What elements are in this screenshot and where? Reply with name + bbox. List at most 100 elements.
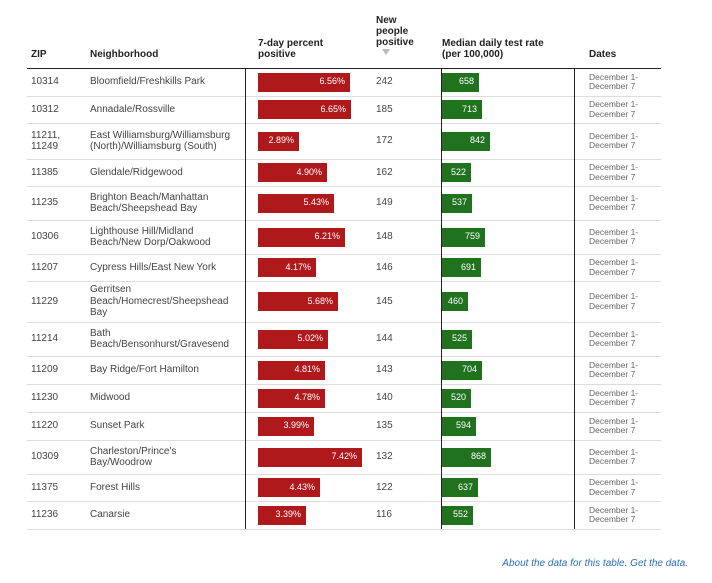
test-rate-bar: 552 (442, 505, 473, 525)
pct-positive-bar: 3.39% (258, 505, 306, 525)
test-rate-bar: 713 (442, 100, 482, 119)
column-divider (441, 474, 442, 501)
new-positive-cell: 146 (376, 261, 393, 273)
neighborhood-cell: Bath Beach/Bensonhurst/Gravesend (90, 327, 229, 351)
column-divider (245, 322, 246, 356)
header-new-positive[interactable]: New people positive (376, 15, 414, 48)
table-row: 11375 Forest Hills 4.43% 122 637 December 1- … (27, 474, 661, 502)
header-pct-positive[interactable]: 7-day percent positive (258, 38, 323, 60)
pct-positive-cell: 5.68% (258, 281, 374, 322)
test-rate-bar: 691 (442, 258, 481, 277)
test-rate-bar: 525 (442, 329, 472, 349)
test-rate-cell: 868 (442, 440, 572, 474)
dates-cell: December 1- December 7 (589, 162, 639, 182)
pct-positive-label: 3.99% (283, 420, 309, 431)
column-divider (574, 356, 575, 384)
about-data-link[interactable]: About the data for this table. (502, 558, 628, 569)
zip-cell: 11235 (31, 197, 59, 209)
zip-cell: 11375 (31, 481, 59, 493)
column-divider (441, 501, 442, 529)
header-dates[interactable]: Dates (589, 49, 617, 60)
column-divider (245, 220, 246, 254)
neighborhood-cell: Cypress Hills/East New York (90, 261, 217, 273)
neighborhood-cell: East Williamsburg/Williamsburg (North)/W… (90, 129, 231, 153)
pct-positive-label: 5.43% (303, 197, 329, 208)
pct-positive-cell: 3.39% (258, 501, 374, 529)
dates-cell: December 1- December 7 (589, 71, 639, 91)
table-row: 10312 Annadale/Rossville 6.65% 185 713 Decemb… (27, 96, 661, 124)
test-rate-cell: 537 (442, 186, 572, 220)
table-row: 11214 Bath Beach/Bensonhurst/Gravesend 5.0… (27, 322, 661, 357)
pct-positive-label: 6.65% (320, 103, 346, 114)
dates-cell: December 1- December 7 (589, 99, 639, 119)
test-rate-label: 842 (469, 135, 485, 146)
new-positive-cell: 144 (376, 333, 393, 345)
test-rate-cell: 460 (442, 281, 572, 322)
column-divider (441, 281, 442, 322)
pct-positive-bar: 2.89% (258, 131, 299, 151)
test-rate-bar: 704 (442, 360, 482, 380)
header-pct-line2: positive (258, 49, 296, 60)
pct-positive-bar: 4.90% (258, 163, 327, 182)
test-rate-label: 658 (458, 76, 474, 87)
new-positive-cell: 148 (376, 231, 393, 243)
pct-positive-label: 7.42% (331, 451, 357, 462)
test-rate-label: 713 (461, 103, 477, 114)
pct-positive-bar: 5.68% (258, 292, 338, 311)
header-new-line1: New (376, 15, 397, 26)
column-divider (441, 412, 442, 440)
test-rate-cell: 658 (442, 68, 572, 96)
table-row: 11235 Brighton Beach/Manhattan Beach/Shee… (27, 186, 661, 221)
new-positive-cell: 149 (376, 197, 393, 209)
column-divider (441, 440, 442, 474)
header-neighborhood[interactable]: Neighborhood (90, 49, 159, 60)
header-zip[interactable]: ZIP (31, 49, 47, 60)
pct-positive-bar: 7.42% (258, 447, 362, 467)
pct-positive-cell: 2.89% (258, 123, 374, 159)
pct-positive-cell: 6.65% (258, 96, 374, 123)
test-rate-cell: 594 (442, 412, 572, 440)
column-divider (245, 384, 246, 412)
neighborhood-cell: Brighton Beach/Manhattan Beach/Sheepshea… (90, 191, 209, 215)
table-footer: About the data for this table. Get the d… (502, 558, 688, 569)
new-positive-cell: 162 (376, 166, 393, 178)
column-divider (441, 356, 442, 384)
test-rate-label: 460 (447, 295, 463, 306)
header-new-line2: people (376, 26, 409, 37)
column-divider (245, 186, 246, 220)
pct-positive-label: 4.43% (289, 481, 315, 492)
test-rate-bar: 537 (442, 193, 472, 213)
column-divider (245, 501, 246, 529)
dates-cell: December 1- December 7 (589, 257, 639, 277)
pct-positive-cell: 4.78% (258, 384, 374, 412)
header-pct-line1: 7-day percent (258, 38, 324, 49)
test-rate-bar: 520 (442, 388, 471, 408)
zip-cell: 11236 (31, 509, 59, 521)
neighborhood-cell: Gerritsen Beach/Homecrest/Sheepshead Bay (90, 284, 229, 319)
test-rate-label: 594 (455, 420, 471, 431)
column-divider (441, 68, 442, 96)
zip-cell: 10306 (31, 231, 59, 243)
table-row: 11207 Cypress Hills/East New York 4.17% 146… (27, 254, 661, 282)
column-divider (574, 96, 575, 123)
zip-cell: 11230 (31, 392, 59, 404)
neighborhood-cell: Midwood (90, 392, 131, 404)
column-divider (245, 159, 246, 186)
pct-positive-label: 5.68% (307, 295, 333, 306)
pct-positive-bar: 3.99% (258, 416, 314, 436)
new-positive-cell: 242 (376, 76, 393, 88)
header-rate-line1: Median daily test rate (442, 38, 544, 49)
pct-positive-bar: 5.02% (258, 329, 328, 349)
header-test-rate[interactable]: Median daily test rate (per 100,000) (442, 38, 544, 60)
test-rate-bar: 759 (442, 227, 485, 247)
table-row: 11220 Sunset Park 3.99% 135 594 December 1- D… (27, 412, 661, 441)
column-divider (574, 254, 575, 281)
dates-cell: December 1- December 7 (589, 130, 639, 150)
sort-descending-icon[interactable] (382, 49, 390, 55)
pct-positive-label: 4.81% (294, 364, 320, 375)
test-rate-bar: 658 (442, 72, 479, 92)
pct-positive-label: 2.89% (268, 135, 294, 146)
new-positive-cell: 145 (376, 295, 393, 307)
get-data-link[interactable]: Get the data. (630, 558, 688, 569)
new-positive-cell: 172 (376, 135, 393, 147)
